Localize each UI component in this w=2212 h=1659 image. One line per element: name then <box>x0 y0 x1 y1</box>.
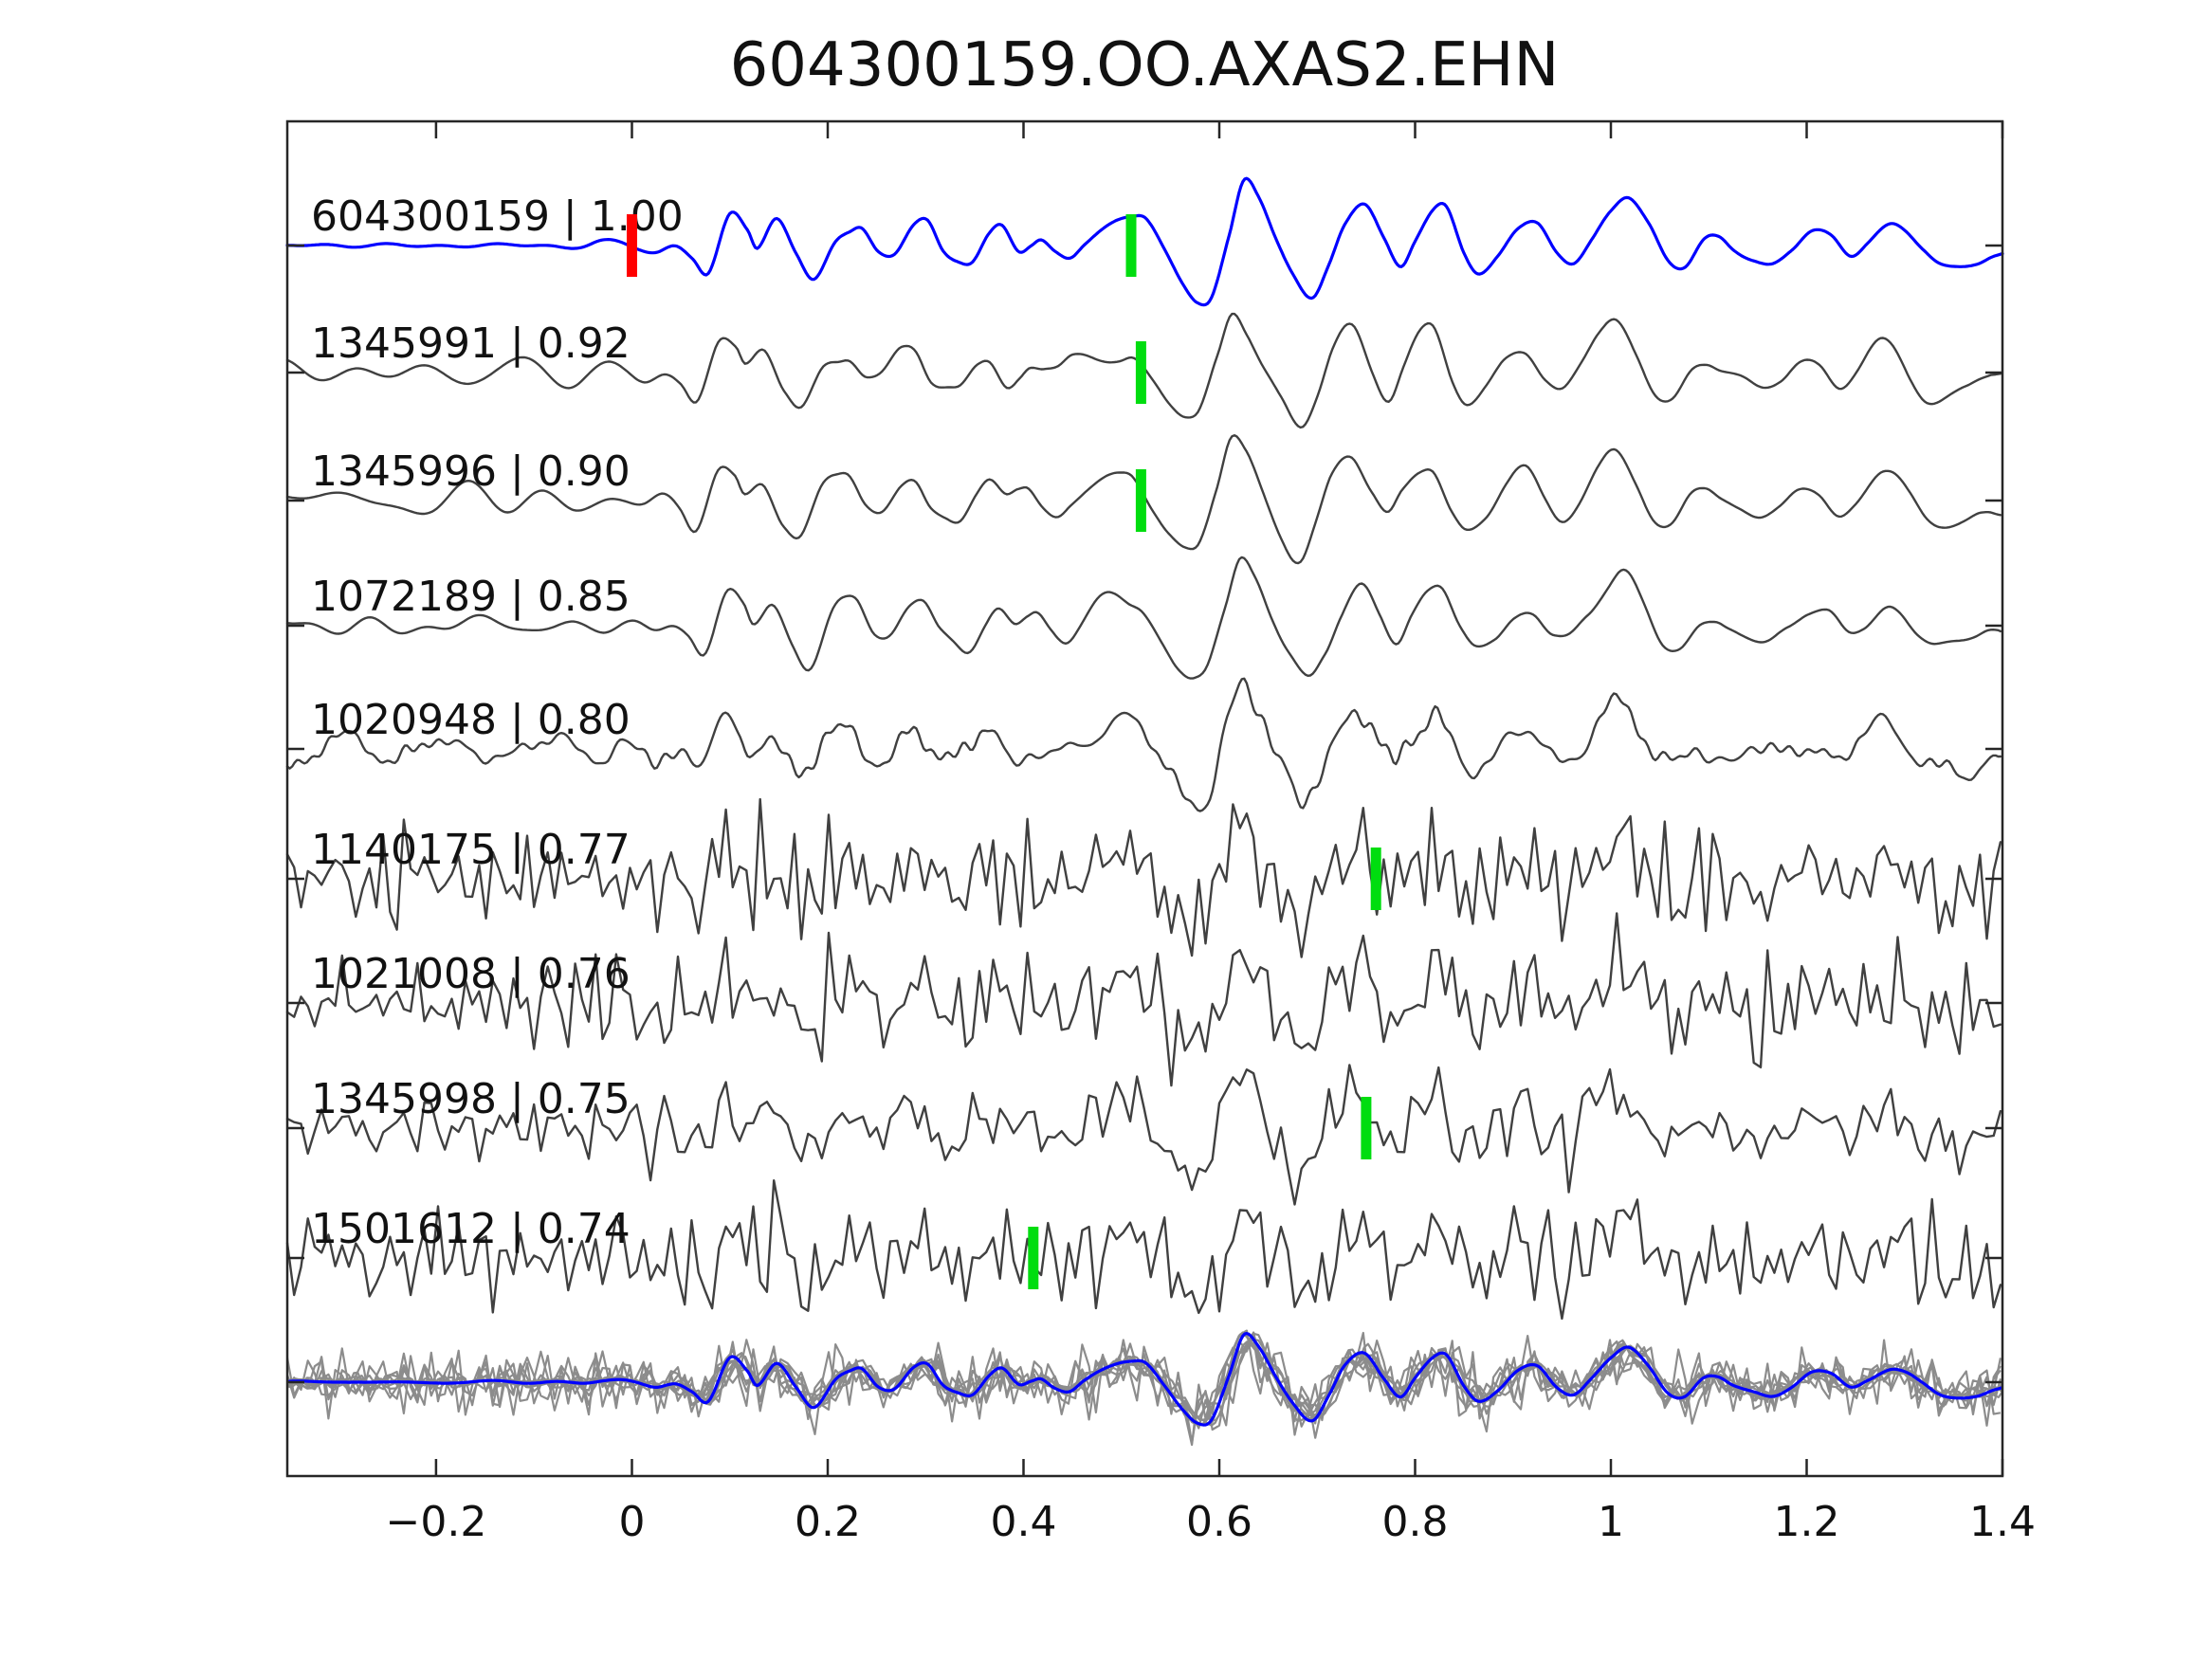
trace-waveform-604300159 <box>285 176 2004 307</box>
overlay-waveform-8 <box>285 1334 2002 1436</box>
pick-marker-green <box>1028 1227 1039 1289</box>
pick-markers <box>627 214 1381 1289</box>
x-tick-label: 0.8 <box>1382 1498 1449 1546</box>
x-tick-labels: −0.2 0 0.2 0.4 0.6 0.8 1 1.2 1.4 <box>385 1498 2036 1546</box>
waveform-traces <box>285 176 2004 1447</box>
pick-marker-green <box>1125 214 1137 277</box>
x-tick-label: 0 <box>619 1498 646 1546</box>
trace-label-1072189: 1072189 | 0.85 <box>311 573 631 621</box>
x-tick-label: 1.4 <box>1969 1498 2036 1546</box>
x-tick-label: 0.2 <box>795 1498 861 1546</box>
origin-marker-red <box>627 214 637 277</box>
x-tick-label: 1.2 <box>1774 1498 1840 1546</box>
trace-waveform-1140175 <box>285 797 2002 958</box>
x-tick-label: −0.2 <box>385 1498 486 1546</box>
trace-label-1140175: 1140175 | 0.77 <box>311 826 631 874</box>
trace-label-1345996: 1345996 | 0.90 <box>311 447 631 496</box>
trace-label-1345998: 1345998 | 0.75 <box>311 1075 631 1123</box>
trace-waveform-1021008 <box>285 912 2002 1087</box>
trace-label-1021008: 1021008 | 0.76 <box>311 950 631 998</box>
trace-waveform-1072189 <box>285 556 2002 680</box>
x-tick-label: 0.4 <box>991 1498 1057 1546</box>
pick-marker-green <box>1135 341 1146 404</box>
pick-marker-green <box>1370 848 1381 910</box>
trace-labels: 604300159 | 1.00 1345991 | 0.92 1345996 | … <box>311 192 684 1253</box>
trace-label-604300159: 604300159 | 1.00 <box>311 192 684 241</box>
x-tick-label: 0.6 <box>1186 1498 1252 1546</box>
trace-label-1020948: 1020948 | 0.80 <box>311 696 631 744</box>
x-tick-label: 1 <box>1598 1498 1624 1546</box>
plot-border <box>285 119 2004 1478</box>
trace-waveform-1345998 <box>285 1064 2002 1206</box>
pick-marker-green <box>1135 469 1146 532</box>
axis-ticks <box>287 121 2004 1476</box>
trace-label-1501612: 1501612 | 0.74 <box>311 1205 631 1253</box>
chart-title: 604300159.OO.AXAS2.EHN <box>730 30 1560 100</box>
trace-label-1345991: 1345991 | 0.92 <box>311 319 631 368</box>
trace-waveform-1501612 <box>285 1178 2002 1321</box>
overlay-template-waveform <box>286 1331 2003 1427</box>
pick-marker-green <box>1361 1097 1372 1159</box>
trace-waveform-1020948 <box>285 677 2002 812</box>
